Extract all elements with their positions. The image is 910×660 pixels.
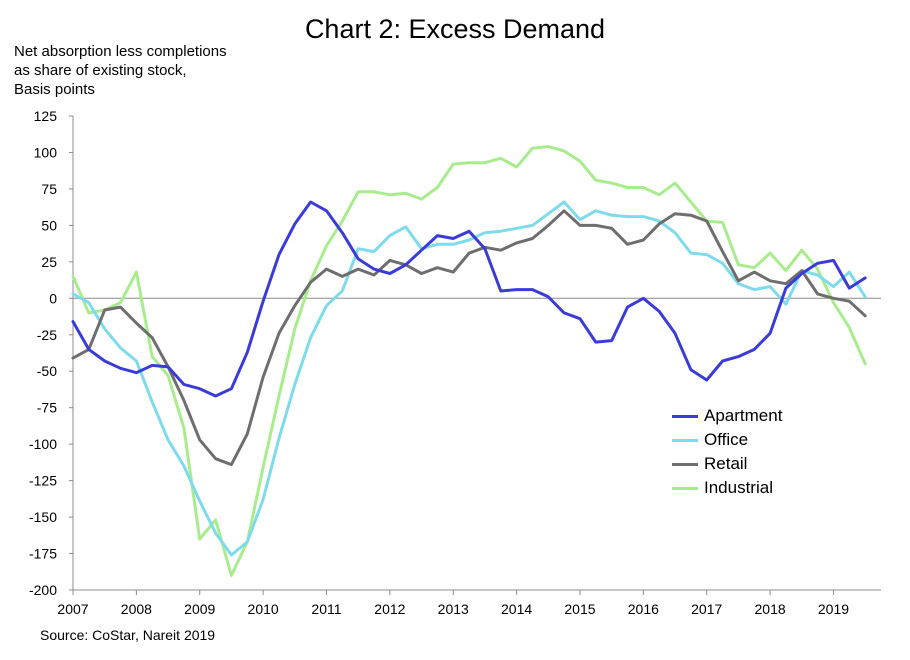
legend-item-retail: Retail: [672, 452, 782, 476]
legend-swatch: [672, 462, 698, 466]
legend-swatch: [672, 414, 698, 418]
axes-group: 125 100 75 50 25 0 -25 -50 -75 -100 -125 -150 -175 -2…: [29, 108, 881, 617]
source-note: Source: CoStar, Nareit 2019: [40, 627, 216, 643]
y-tick-label: -25: [37, 327, 57, 343]
x-tick-label: 2008: [121, 601, 152, 617]
y-tick-label: -100: [29, 436, 57, 452]
legend-label: Apartment: [704, 406, 783, 425]
series-line-retail: [71, 209, 867, 467]
x-tick-label: 2015: [564, 601, 595, 617]
series-line-apartment: [71, 200, 867, 398]
x-tick-label: 2013: [438, 601, 469, 617]
x-tick-label: 2019: [818, 601, 849, 617]
series-line-industrial: [71, 145, 867, 577]
legend-item-office: Office: [672, 428, 782, 452]
y-tick-label: -50: [37, 363, 57, 379]
y-tick-label: 50: [41, 217, 57, 233]
y-axis-label-line-3: Basis points: [14, 81, 95, 98]
legend-swatch: [672, 486, 698, 490]
y-tick-label: 125: [34, 108, 58, 124]
y-axis-label-line-2: as share of existing stock,: [14, 62, 187, 79]
x-tick-label: 2012: [374, 601, 405, 617]
series-line-office: [71, 200, 867, 557]
legend-swatch: [672, 438, 698, 442]
y-tick-label: 100: [34, 144, 58, 160]
legend: Apartment Office Retail Industrial: [672, 404, 782, 500]
legend-item-industrial: Industrial: [672, 476, 782, 500]
y-tick-label: -125: [29, 473, 57, 489]
chart-title: Chart 2: Excess Demand: [304, 14, 606, 44]
y-tick-label: 75: [41, 181, 57, 197]
y-tick-label: -175: [29, 546, 57, 562]
y-axis-label-line-1: Net absorption less completions: [14, 43, 227, 60]
x-tick-label: 2011: [311, 601, 341, 617]
x-tick-label: 2007: [57, 601, 88, 617]
legend-item-apartment: Apartment: [672, 404, 782, 428]
y-tick-label: -150: [29, 509, 57, 525]
x-tick-label: 2016: [628, 601, 659, 617]
legend-label: Office: [704, 430, 749, 449]
x-tick-label: 2009: [184, 601, 215, 617]
x-tick-label: 2014: [501, 601, 532, 617]
x-tick-label: 2010: [248, 601, 279, 617]
legend-label: Industrial: [704, 478, 773, 497]
y-tick-label: -75: [37, 400, 57, 416]
legend-label: Retail: [704, 454, 748, 473]
y-tick-label: 0: [49, 290, 57, 306]
y-tick-label: 25: [41, 254, 57, 270]
y-tick-label: -200: [29, 582, 57, 598]
x-tick-label: 2017: [691, 601, 722, 617]
x-tick-label: 2018: [755, 601, 786, 617]
series-lines-group: [71, 145, 867, 577]
